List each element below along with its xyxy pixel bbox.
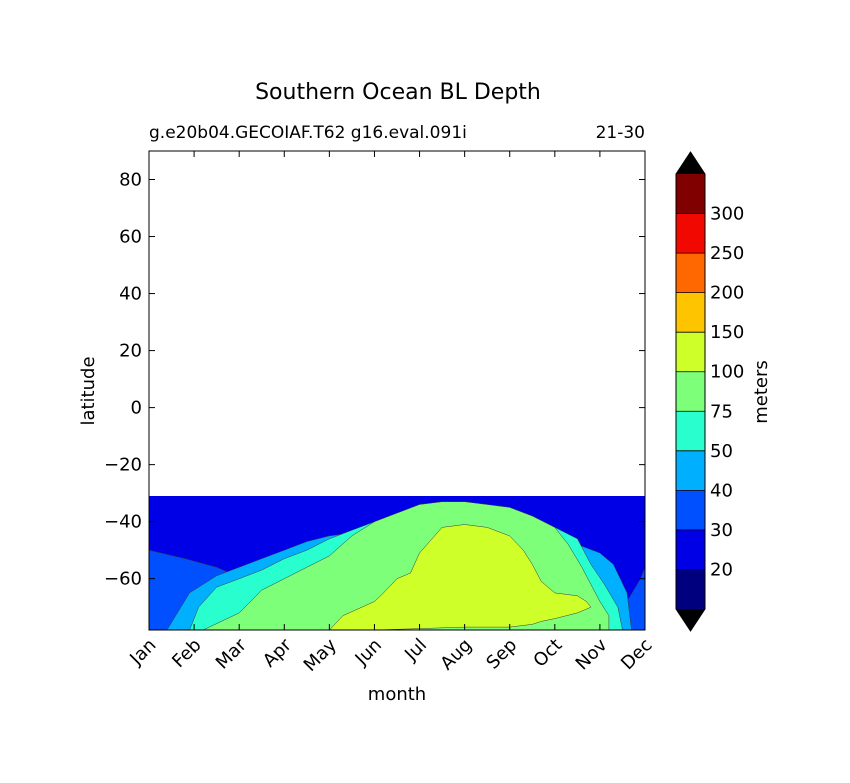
- colorbar-tick-label-6: 150: [710, 322, 744, 343]
- x-axis-label: month: [368, 684, 426, 705]
- colorbar-segment-4: [676, 411, 705, 451]
- colorbar-segment-10: [676, 174, 705, 214]
- x-tick-label-7: Aug: [436, 635, 476, 675]
- x-tick-label-0: Jan: [125, 635, 160, 670]
- colorbar-tick-label-9: 300: [710, 204, 744, 225]
- x-tick-label-9: Oct: [529, 635, 566, 672]
- colorbar-tick-label-3: 50: [710, 441, 733, 462]
- colorbar-tick-label-7: 200: [710, 283, 744, 304]
- y-tick-label-4: 0: [131, 398, 142, 419]
- colorbar: 20 30 40 50 75 100 150 200 250 300: [675, 151, 744, 632]
- colorbar-tick-label-1: 30: [710, 520, 733, 541]
- x-tick-label-2: Mar: [212, 634, 251, 673]
- x-tick-label-4: May: [300, 634, 341, 675]
- x-tick-label-1: Feb: [168, 635, 205, 672]
- chart-subtitle-left: g.e20b04.GECOIAF.T62 g16.eval.091i: [149, 123, 467, 143]
- x-tick-label-5: Jun: [351, 635, 386, 670]
- y-tick-label-2: 40: [119, 284, 142, 305]
- contour-fill-group: [149, 495, 645, 630]
- y-axis: 80 60 40 20 0 −20 −40 −60: [104, 170, 645, 590]
- colorbar-segment-7: [676, 292, 705, 333]
- colorbar-tick-label-5: 100: [710, 362, 744, 383]
- y-tick-label-0: 80: [119, 170, 142, 191]
- colorbar-segment-1: [676, 529, 705, 570]
- contour-band-4: [329, 524, 592, 630]
- colorbar-segment-2: [676, 490, 705, 530]
- x-tick-label-3: Apr: [259, 634, 296, 671]
- colorbar-max-arrow: [676, 152, 705, 174]
- colorbar-outline: [675, 151, 706, 632]
- x-tick-label-10: Nov: [572, 634, 612, 674]
- x-tick-label-6: Jul: [400, 635, 431, 666]
- y-tick-label-3: 20: [119, 341, 142, 362]
- y-tick-label-6: −40: [104, 512, 142, 533]
- colorbar-segment-8: [676, 253, 705, 293]
- chart-subtitle-right: 21-30: [596, 123, 645, 143]
- colorbar-segment-0: [676, 569, 705, 609]
- colorbar-segment-9: [676, 213, 705, 254]
- y-tick-label-5: −20: [104, 455, 142, 476]
- y-tick-label-1: 60: [119, 227, 142, 248]
- plot-frame: [148, 150, 646, 631]
- colorbar-min-arrow: [676, 609, 705, 631]
- y-axis-label: latitude: [78, 356, 99, 425]
- x-tick-label-8: Sep: [482, 635, 521, 674]
- colorbar-tick-label-0: 20: [710, 559, 733, 580]
- colorbar-label: meters: [751, 360, 772, 424]
- colorbar-tick-label-2: 40: [710, 480, 733, 501]
- y-tick-label-7: −60: [104, 569, 142, 590]
- colorbar-tick-label-4: 75: [710, 401, 733, 422]
- colorbar-segment-6: [676, 332, 705, 372]
- colorbar-segment-3: [676, 450, 705, 491]
- chart-title: Southern Ocean BL Depth: [255, 80, 541, 105]
- colorbar-segment-5: [676, 371, 705, 412]
- colorbar-tick-label-8: 250: [710, 243, 744, 264]
- x-tick-label-11: Dec: [617, 635, 656, 674]
